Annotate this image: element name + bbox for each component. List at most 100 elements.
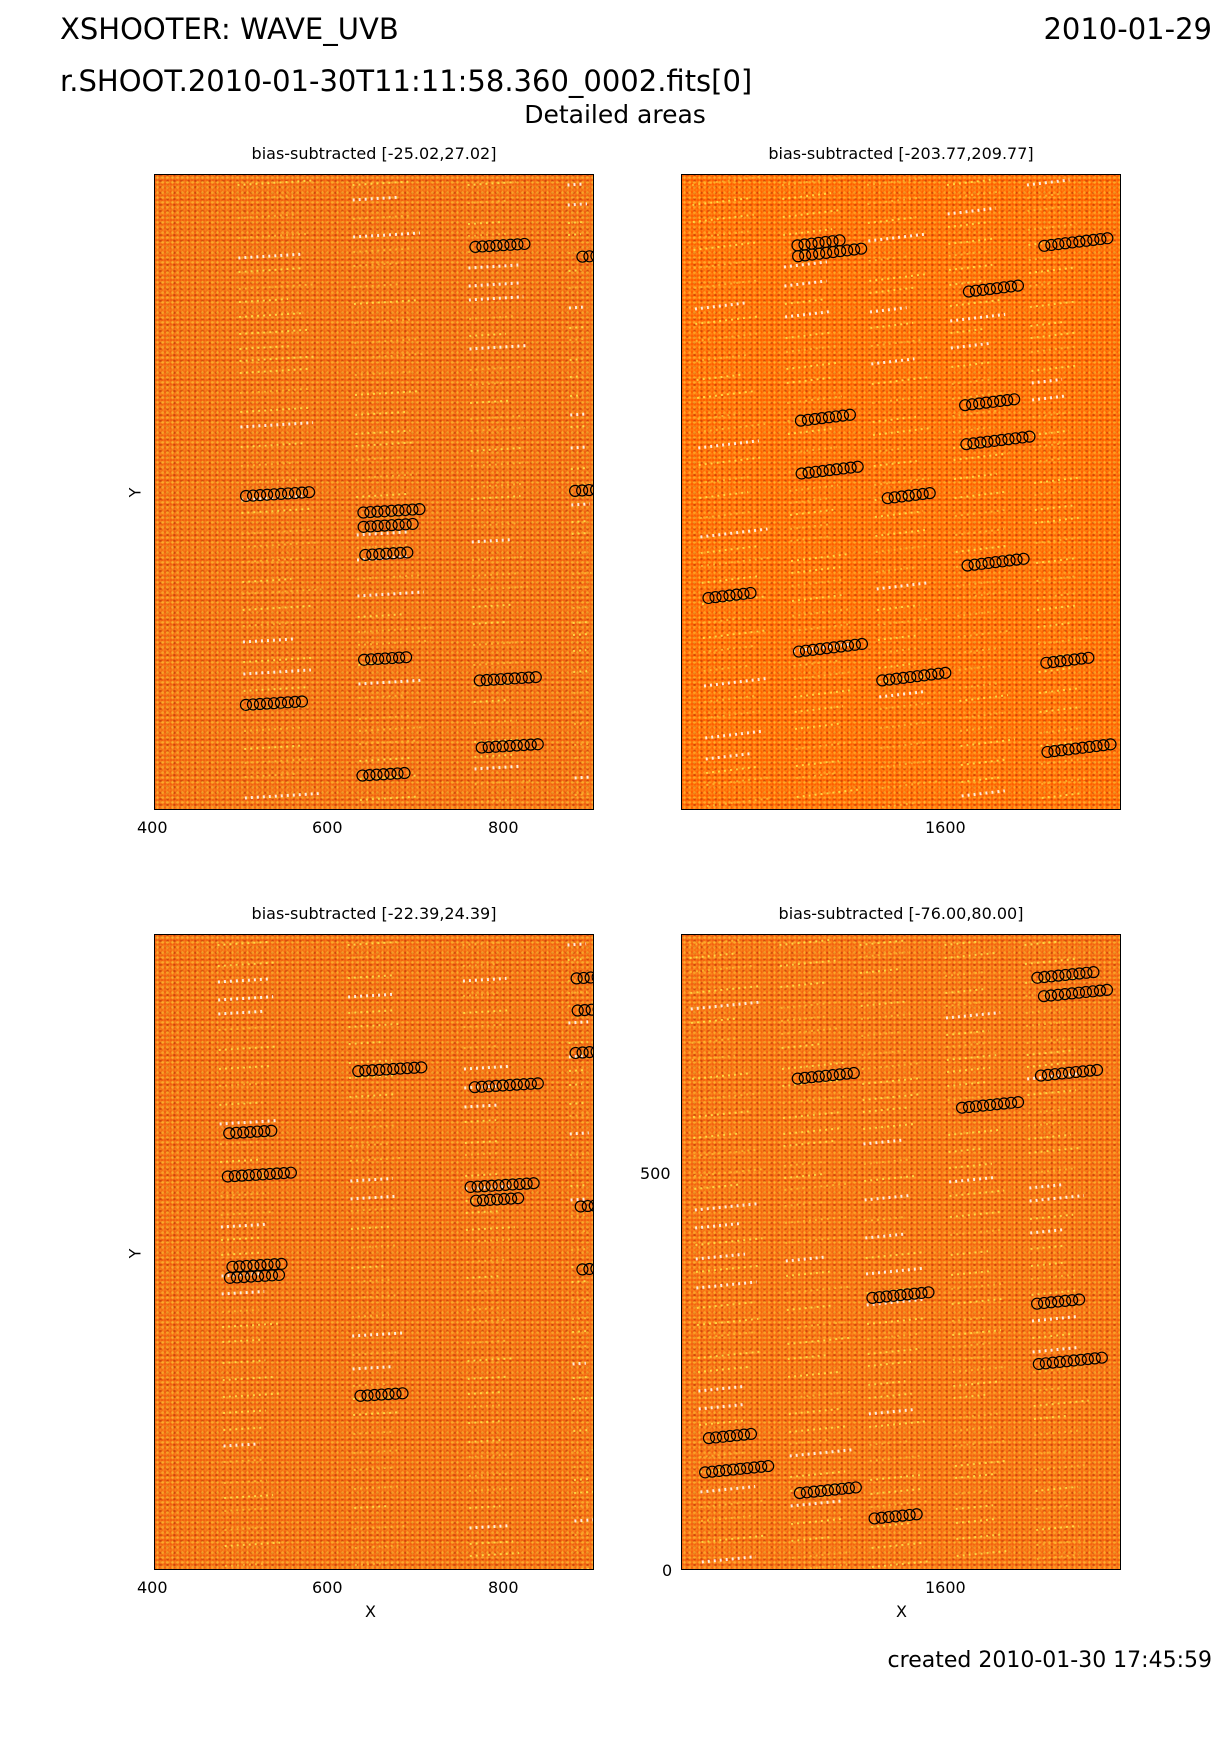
line-marker [833,234,846,247]
emission-line [355,429,411,435]
line-marker [389,1387,402,1400]
line-marker [816,464,829,478]
emission-line [352,1365,392,1371]
panel-4-x-tick: 1600 [925,1578,966,1597]
line-marker [288,695,302,709]
emission-line [782,1095,845,1104]
line-marker [1061,654,1074,667]
line-marker [713,1464,726,1478]
emission-line [786,1304,834,1311]
emission-line [791,1563,848,1569]
emission-line [861,1062,920,1070]
emission-line [866,1317,924,1325]
emission-line [1025,976,1076,984]
line-marker [1034,1069,1048,1082]
line-marker [1054,655,1067,668]
emission-line [1028,1167,1074,1174]
emission-line [1025,1008,1064,1014]
emission-line [1025,991,1061,997]
emission-line [961,789,1005,798]
emission-line [795,759,839,767]
panel-1-x-tick: 600 [312,818,343,837]
emission-line [348,1040,384,1045]
emission-line [1033,1399,1089,1407]
line-marker [1073,235,1086,248]
emission-line [1041,792,1082,799]
line-marker [996,555,1009,568]
emission-line [784,309,833,319]
line-marker [922,1286,935,1299]
emission-line [1027,1108,1068,1114]
line-marker [517,1078,530,1091]
emission-line [786,362,837,370]
emission-line [1034,1429,1081,1436]
line-marker [727,1463,740,1476]
line-marker [723,589,736,602]
line-marker [394,1062,407,1075]
line-marker [791,1072,804,1085]
emission-line [349,1074,394,1079]
emission-line [948,1162,993,1169]
emission-line [218,1025,278,1031]
line-marker [471,1180,484,1193]
line-marker [833,1068,846,1081]
fits-file-name: r.SHOOT.2010-01-30T11:11:58.360_0002.fit… [60,64,753,98]
line-marker [531,1077,544,1090]
line-marker [258,1269,272,1282]
emission-line [570,445,586,450]
emission-line [1024,940,1059,946]
line-marker [813,642,827,656]
line-marker [386,651,399,665]
emission-line [474,738,523,743]
line-marker [569,1046,582,1060]
line-marker [571,1004,584,1017]
emission-line [463,993,495,997]
emission-line [951,1316,987,1322]
emission-line [945,1001,981,1007]
emission-line [353,262,404,267]
line-marker [503,1078,516,1092]
emission-line [1031,394,1065,402]
emission-line [219,1118,279,1126]
line-marker [522,671,535,684]
line-marker [1052,238,1065,251]
line-marker [275,1257,288,1270]
emission-line [865,1232,907,1240]
line-marker [391,767,404,780]
emission-line [881,779,941,789]
line-marker [1038,1296,1051,1310]
emission-line [351,1278,391,1283]
emission-line [863,1138,906,1146]
emission-line [875,529,926,537]
emission-line [349,1093,396,1098]
emission-line [1031,364,1076,372]
emission-line [219,1140,259,1145]
emission-line [955,1489,990,1495]
emission-line [574,1533,589,1536]
emission-line [574,756,591,759]
emission-line [1026,1020,1072,1027]
emission-line [787,1320,848,1329]
emission-line [790,553,849,562]
emission-line [787,427,833,435]
line-marker [994,394,1007,408]
emission-line [356,530,408,537]
emission-line [466,1306,502,1311]
emission-line [951,1282,1002,1290]
line-marker [847,1066,860,1080]
line-marker [989,556,1002,569]
line-marker [968,558,981,571]
emission-line [471,538,513,544]
emission-line [698,456,761,466]
line-marker [1104,738,1117,751]
emission-line [242,604,313,611]
line-marker [1032,1357,1045,1371]
emission-line [241,478,302,484]
emission-line [692,213,754,223]
emission-line [790,1499,844,1508]
emission-line [243,705,310,711]
line-marker [1059,968,1072,982]
emission-line [1036,575,1078,582]
line-marker [1073,1293,1086,1306]
emission-line [1036,1553,1080,1560]
